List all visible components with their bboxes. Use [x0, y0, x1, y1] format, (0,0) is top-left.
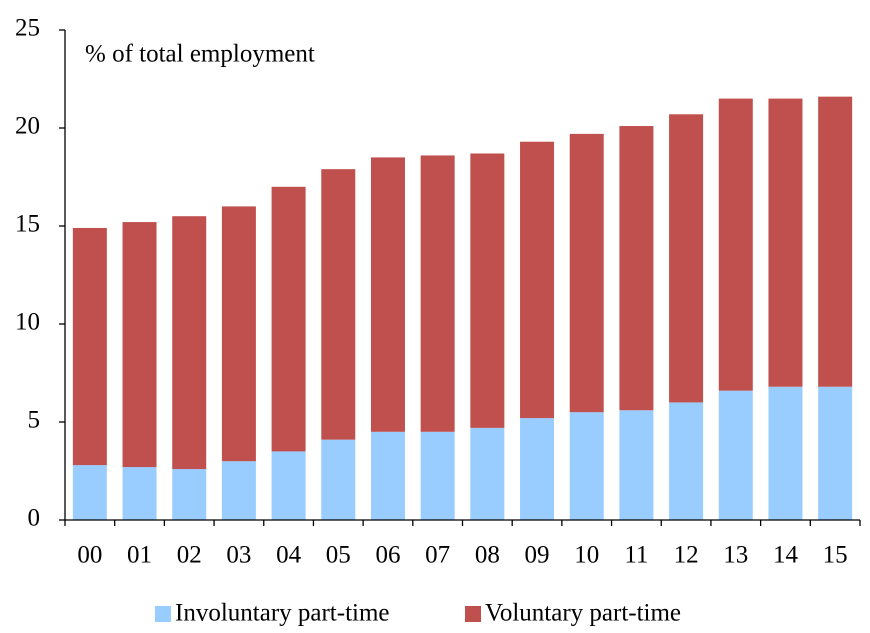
bar-segment [768, 386, 803, 520]
bar-segment [321, 439, 356, 520]
x-tick-label: 01 [127, 542, 152, 569]
legend-label: Voluntary part-time [485, 600, 681, 627]
bar-segment [221, 461, 256, 520]
x-tick-label: 06 [375, 542, 400, 569]
bar-segment [569, 133, 604, 413]
x-tick-label: 15 [823, 542, 848, 569]
bar-segment [271, 186, 306, 452]
x-tick-label: 14 [773, 542, 799, 569]
x-tick-label: 11 [624, 542, 648, 569]
legend-label: Involuntary part-time [175, 600, 390, 627]
bar-segment [619, 126, 654, 411]
x-tick-label: 10 [574, 542, 599, 569]
bar-segment [172, 469, 207, 520]
bar-segment [520, 141, 555, 419]
x-tick-label: 02 [177, 542, 202, 569]
y-tick-label: 25 [15, 15, 40, 42]
x-tick-label: 08 [475, 542, 500, 569]
bar-segment [718, 98, 753, 391]
x-tick-label: 13 [723, 542, 748, 569]
bar-segment [818, 386, 853, 520]
bar-segment [520, 418, 555, 520]
bar-segment [768, 98, 803, 387]
bar-segment [271, 451, 306, 520]
y-tick-label: 0 [28, 505, 41, 532]
bar-segment [470, 427, 505, 520]
bar-segment [122, 222, 157, 468]
bar-segment [122, 467, 157, 520]
legend-swatch [155, 606, 171, 622]
bar-segment [321, 169, 356, 440]
bar-segment [370, 157, 405, 432]
bar-segment [818, 96, 853, 387]
bar-segment [172, 216, 207, 470]
bar-segment [72, 227, 107, 466]
bar-segment [420, 155, 455, 432]
bar-segment [420, 431, 455, 520]
x-tick-label: 00 [77, 542, 102, 569]
legend-swatch [465, 606, 481, 622]
x-tick-label: 05 [326, 542, 351, 569]
x-tick-label: 07 [425, 542, 450, 569]
bar-segment [221, 206, 256, 462]
bar-segment [718, 390, 753, 520]
y-tick-label: 15 [15, 211, 40, 238]
y-tick-label: 5 [28, 407, 41, 434]
bar-segment [72, 465, 107, 520]
x-tick-label: 04 [276, 542, 302, 569]
y-tick-label: 10 [15, 309, 40, 336]
bar-segment [470, 153, 505, 428]
y-tick-label: 20 [15, 113, 40, 140]
x-tick-label: 09 [525, 542, 550, 569]
bar-segment [619, 410, 654, 520]
bar-segment [669, 114, 704, 403]
y-axis-label: % of total employment [85, 41, 315, 68]
bar-segment [370, 431, 405, 520]
x-tick-label: 12 [674, 542, 699, 569]
x-tick-label: 03 [226, 542, 251, 569]
bar-segment [669, 402, 704, 520]
bar-segment [569, 412, 604, 520]
